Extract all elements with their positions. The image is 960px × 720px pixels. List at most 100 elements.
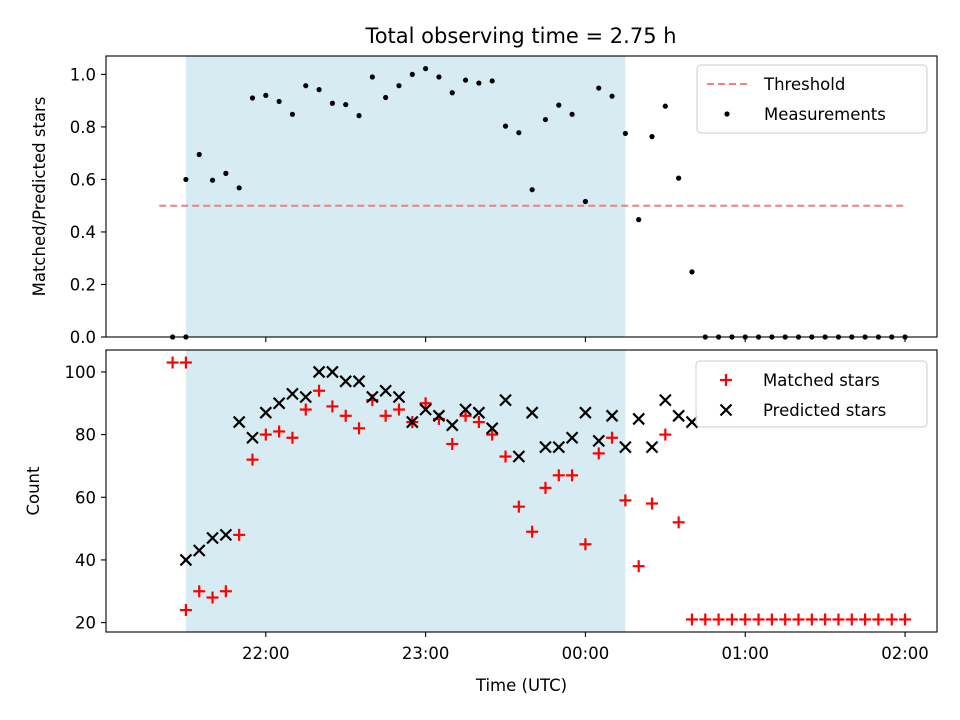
data-point bbox=[396, 83, 402, 89]
data-point bbox=[445, 418, 459, 432]
data-point bbox=[636, 217, 642, 223]
data-point bbox=[432, 409, 446, 423]
y-axis-label: Matched/Predicted stars bbox=[30, 97, 49, 297]
data-point bbox=[609, 93, 615, 99]
data-point bbox=[499, 450, 512, 463]
data-point bbox=[179, 553, 193, 567]
data-point bbox=[329, 100, 335, 106]
data-point bbox=[632, 412, 645, 426]
data-point bbox=[489, 78, 495, 84]
data-point bbox=[605, 409, 619, 423]
x-tick-label: 00:00 bbox=[562, 644, 610, 663]
data-point bbox=[622, 130, 628, 137]
data-point bbox=[356, 113, 362, 119]
data-point bbox=[512, 500, 525, 513]
y-tick-label: 0.6 bbox=[70, 170, 96, 189]
data-point bbox=[645, 440, 659, 454]
data-point bbox=[312, 365, 326, 379]
data-point bbox=[246, 431, 259, 445]
y-tick-label: 80 bbox=[75, 426, 96, 445]
data-point bbox=[303, 83, 309, 89]
data-point bbox=[272, 396, 286, 410]
data-point bbox=[233, 528, 246, 541]
data-point bbox=[299, 403, 312, 416]
data-point bbox=[485, 422, 499, 435]
data-point bbox=[662, 103, 668, 109]
data-point bbox=[556, 102, 562, 108]
data-point bbox=[179, 356, 192, 369]
data-point bbox=[343, 101, 349, 108]
series-measurements bbox=[169, 66, 908, 340]
x-axis-label: Time (UTC) bbox=[475, 676, 567, 695]
data-point bbox=[832, 613, 845, 626]
data-point bbox=[273, 425, 286, 438]
legend-box bbox=[696, 64, 928, 134]
data-point bbox=[542, 116, 549, 123]
data-point bbox=[659, 393, 672, 407]
data-point bbox=[792, 613, 805, 626]
data-point bbox=[449, 90, 455, 96]
data-point bbox=[552, 440, 566, 454]
data-point bbox=[326, 400, 339, 413]
data-point bbox=[392, 390, 406, 404]
data-point bbox=[529, 187, 535, 193]
x-tick-label: 22:00 bbox=[242, 644, 290, 663]
legend-box bbox=[695, 360, 928, 428]
data-point bbox=[805, 613, 818, 626]
data-point bbox=[246, 453, 259, 466]
data-point bbox=[539, 481, 552, 494]
data-point bbox=[166, 356, 179, 369]
data-point bbox=[845, 613, 858, 626]
data-point bbox=[582, 198, 589, 205]
y-tick-label: 20 bbox=[75, 614, 96, 633]
data-point bbox=[219, 585, 232, 598]
y-tick-label: 1.0 bbox=[70, 65, 96, 84]
data-point bbox=[899, 613, 912, 626]
data-point bbox=[299, 390, 313, 404]
series-predicted-stars bbox=[179, 365, 699, 567]
data-point bbox=[263, 92, 269, 98]
y-tick-label: 60 bbox=[75, 488, 96, 507]
y-axis-label: Count bbox=[24, 466, 43, 516]
y-tick-label: 0.0 bbox=[70, 328, 96, 347]
data-point bbox=[369, 74, 375, 80]
data-point bbox=[459, 409, 472, 422]
data-point bbox=[872, 613, 885, 626]
y-tick-label: 0.2 bbox=[70, 275, 96, 294]
count-panel: 20 40 60 80 100 22:00 23:00 00:00 01:00 02:00 Coun… bbox=[24, 349, 938, 695]
data-point bbox=[526, 525, 539, 538]
data-point bbox=[619, 440, 632, 454]
data-point bbox=[339, 375, 352, 388]
data-point bbox=[885, 613, 898, 626]
data-point bbox=[183, 176, 189, 183]
data-point bbox=[419, 403, 432, 416]
data-point bbox=[206, 531, 219, 545]
data-point bbox=[286, 431, 299, 444]
data-point bbox=[689, 269, 695, 275]
data-point bbox=[516, 130, 522, 136]
data-point bbox=[219, 528, 233, 542]
data-point bbox=[313, 384, 326, 397]
data-point bbox=[383, 94, 389, 101]
legend: Threshold Measurements bbox=[696, 64, 928, 134]
data-point bbox=[193, 585, 206, 598]
data-point bbox=[409, 71, 415, 77]
data-point bbox=[286, 387, 299, 401]
data-point bbox=[472, 416, 485, 429]
data-point bbox=[419, 397, 432, 410]
data-point bbox=[579, 406, 592, 419]
axes-frame bbox=[105, 55, 938, 338]
y-tick-label: 0.8 bbox=[70, 118, 96, 137]
data-point bbox=[819, 613, 832, 626]
data-point bbox=[659, 428, 672, 441]
data-point bbox=[223, 170, 229, 176]
observing-span bbox=[185, 350, 626, 632]
data-point bbox=[326, 365, 339, 379]
y-tick-label: 40 bbox=[75, 551, 96, 570]
legend-marker-measurements bbox=[724, 111, 730, 117]
y-tick-label: 100 bbox=[65, 363, 97, 382]
data-point bbox=[739, 613, 752, 626]
legend-marker-matched bbox=[720, 374, 732, 386]
data-point bbox=[179, 604, 192, 617]
data-point bbox=[502, 123, 509, 129]
